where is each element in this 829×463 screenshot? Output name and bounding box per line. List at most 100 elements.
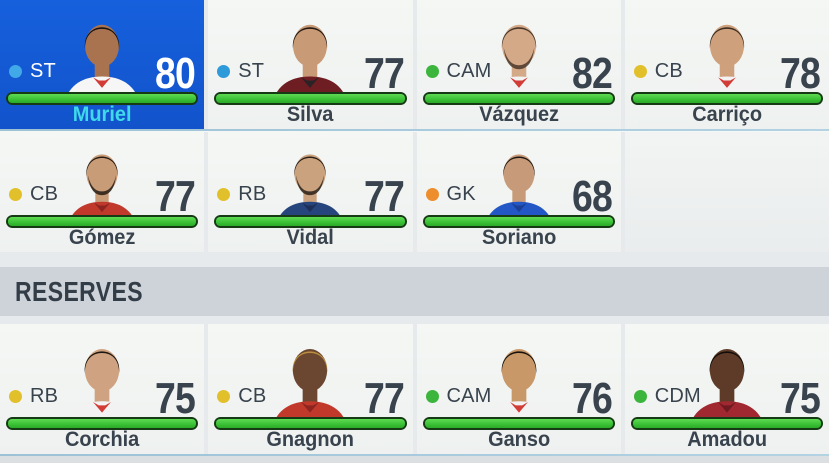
player-card-corchia[interactable]: RB 75 Corchia	[0, 324, 205, 454]
position-text: RB	[238, 183, 267, 205]
player-photo	[67, 154, 137, 227]
position-label: ST	[217, 60, 264, 83]
squad-row-starters-2: CB 77 Gómez RB 77 Vidal GK 68 Soriano	[0, 131, 829, 252]
fitness-bar-fill	[8, 94, 197, 103]
empty-slot	[624, 131, 829, 252]
position-text: CDM	[654, 385, 701, 407]
position-label: ST	[9, 60, 56, 83]
player-photo	[480, 348, 558, 429]
player-name: Vidal	[286, 226, 335, 249]
position-label: CAM	[425, 60, 492, 83]
position-text: CAM	[446, 385, 492, 407]
position-label: CB	[633, 60, 683, 83]
player-name: Silva	[287, 103, 334, 126]
player-name: Soriano	[481, 226, 556, 249]
reserves-header: RESERVES	[0, 267, 829, 316]
player-card-gomez[interactable]: CB 77 Gómez	[0, 131, 205, 252]
player-photo	[64, 24, 141, 104]
position-dot	[217, 390, 231, 403]
position-label: CB	[9, 183, 58, 206]
squad-row-reserves: RB 75 Corchia CB 77 Gnagnon CAM 76 Ganso CDM 75 Ama…	[0, 324, 829, 454]
player-photo	[275, 154, 346, 227]
fitness-bar	[214, 215, 407, 228]
fitness-bar-fill	[424, 94, 613, 103]
footer-strip	[0, 456, 829, 463]
player-rating: 68	[571, 172, 613, 221]
player-photo	[271, 348, 349, 429]
player-name: Carriço	[691, 103, 762, 126]
position-text: ST	[30, 60, 56, 82]
fitness-bar	[214, 417, 407, 430]
player-rating: 77	[363, 172, 405, 221]
fitness-bar	[630, 417, 823, 430]
player-card-amadou[interactable]: CDM 75 Amadou	[624, 324, 829, 454]
fitness-bar-fill	[8, 217, 197, 226]
position-dot	[217, 188, 231, 201]
player-card-muriel[interactable]: ST 80 Muriel	[0, 0, 205, 129]
player-card-carrico[interactable]: CB 78 Carriço	[624, 0, 829, 129]
position-text: CB	[30, 183, 59, 205]
player-card-vidal[interactable]: RB 77 Vidal	[208, 131, 413, 252]
player-name: Vázquez	[478, 103, 559, 126]
fitness-bar	[422, 417, 615, 430]
player-rating: 77	[155, 172, 196, 221]
squad-row-starters-1: ST 80 Muriel ST 77 Silva CAM 82 Vázquez CB 78 Carri…	[0, 0, 829, 129]
position-label: CB	[217, 385, 266, 408]
player-name: Ganso	[487, 428, 550, 451]
position-label: GK	[425, 183, 476, 206]
fitness-bar-fill	[424, 217, 613, 226]
player-card-gnagnon[interactable]: CB 77 Gnagnon	[208, 324, 413, 454]
player-name: Gómez	[68, 226, 136, 249]
player-name: Amadou	[686, 428, 767, 451]
player-card-ganso[interactable]: CAM 76 Ganso	[416, 324, 621, 454]
position-dot	[633, 390, 647, 403]
position-dot	[9, 390, 22, 403]
player-card-soriano[interactable]: GK 68 Soriano	[416, 131, 621, 252]
bottom-separator	[0, 454, 829, 456]
player-photo	[688, 348, 766, 429]
position-label: CDM	[633, 385, 701, 408]
fitness-bar-fill	[632, 94, 821, 103]
player-photo	[272, 24, 349, 104]
player-rating: 78	[780, 49, 821, 98]
player-card-silva[interactable]: ST 77 Silva	[208, 0, 413, 129]
player-name: Muriel	[72, 103, 132, 126]
fitness-bar-fill	[8, 419, 197, 428]
player-rating: 80	[155, 49, 196, 98]
position-label: RB	[217, 183, 266, 206]
position-text: RB	[30, 385, 59, 407]
fitness-bar	[6, 215, 199, 228]
position-label: CAM	[425, 385, 492, 408]
fitness-bar	[214, 92, 407, 105]
row-separator	[0, 129, 829, 131]
position-text: CB	[654, 60, 683, 82]
player-rating: 75	[155, 374, 196, 423]
player-rating: 77	[363, 49, 405, 98]
position-dot	[217, 65, 231, 78]
player-name: Corchia	[64, 428, 140, 451]
position-dot	[633, 65, 647, 78]
player-name: Gnagnon	[266, 428, 355, 451]
fitness-bar	[6, 92, 199, 105]
position-label: RB	[9, 385, 58, 408]
player-photo	[688, 24, 765, 104]
position-dot	[9, 65, 22, 78]
fitness-bar-fill	[216, 94, 405, 103]
position-text: CAM	[446, 60, 492, 82]
player-card-vazquez[interactable]: CAM 82 Vázquez	[416, 0, 621, 129]
fitness-bar-fill	[632, 419, 821, 428]
fitness-bar-fill	[216, 419, 405, 428]
player-rating: 82	[571, 49, 613, 98]
fitness-bar	[6, 417, 199, 430]
reserves-title: RESERVES	[15, 275, 143, 307]
fitness-bar-fill	[424, 419, 613, 428]
fitness-bar	[422, 92, 615, 105]
position-text: GK	[446, 183, 476, 205]
player-photo	[483, 154, 554, 227]
position-text: ST	[238, 60, 265, 82]
fitness-bar	[630, 92, 823, 105]
position-dot	[425, 65, 439, 78]
position-dot	[425, 188, 439, 201]
fitness-bar	[422, 215, 615, 228]
